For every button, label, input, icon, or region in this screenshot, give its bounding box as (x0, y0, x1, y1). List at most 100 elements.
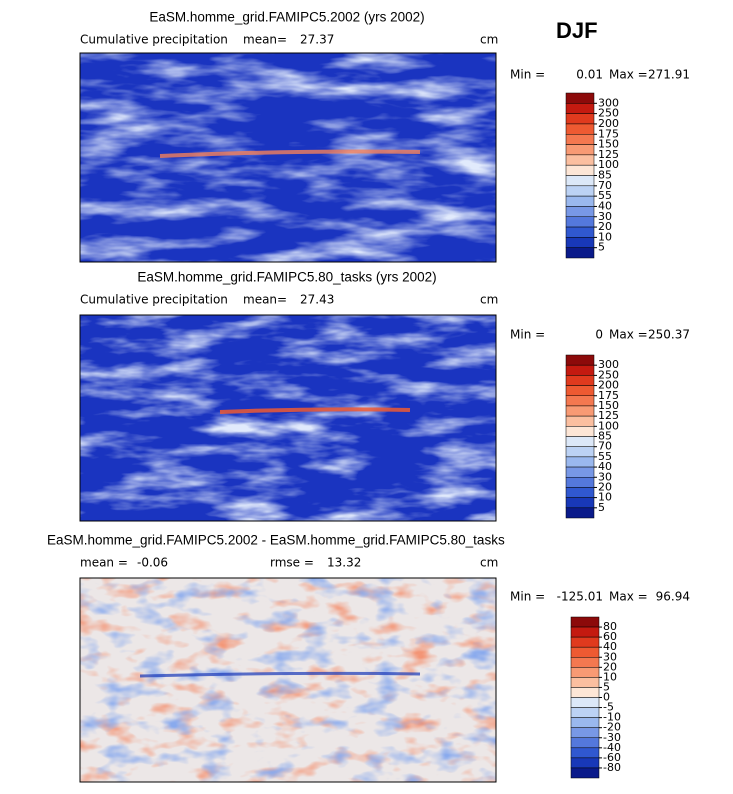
colorbar-label: 70 (598, 179, 612, 192)
stat-label: mean= (243, 33, 287, 47)
colorbar-swatch (565, 92, 595, 104)
colorbar-label: 250 (598, 107, 619, 120)
max-label: Max = (609, 68, 648, 82)
max-value: 250.37 (648, 328, 690, 342)
colorbar-swatch (565, 103, 595, 114)
colorbar-label: 40 (603, 640, 617, 653)
colorbar-label: 100 (598, 419, 619, 432)
min-value: -125.01 (557, 590, 603, 604)
colorbar-label: 30 (598, 210, 612, 223)
colorbar-label: 175 (598, 389, 619, 402)
colorbar-label: 150 (598, 399, 619, 412)
colorbar-swatch (565, 477, 595, 488)
colorbar-label: 300 (598, 358, 619, 371)
colorbar-label: 70 (598, 440, 612, 453)
colorbar-swatch (570, 727, 600, 738)
colorbar-label: 10 (598, 491, 612, 504)
colorbar-swatch (570, 616, 600, 628)
colorbar-label: 250 (598, 368, 619, 381)
colorbar-label: 85 (598, 430, 612, 443)
colorbar-swatch (565, 206, 595, 217)
colorbar-swatch (570, 707, 600, 718)
colorbar-label: 150 (598, 138, 619, 151)
colorbar-label: 5 (598, 501, 605, 514)
colorbar-swatch (565, 456, 595, 468)
colorbar-label: 60 (603, 630, 617, 643)
colorbar-label: -5 (603, 701, 614, 714)
colorbar-label: 0 (603, 691, 610, 704)
colorbar-swatch (570, 626, 600, 638)
colorbar-swatch (565, 113, 595, 125)
map-1 (79, 52, 497, 263)
colorbar-swatch (570, 747, 600, 759)
stat-label: mean = (80, 556, 128, 570)
map-2 (79, 314, 497, 522)
panel-title: EaSM.homme_grid.FAMIPC5.2002 (yrs 2002) (149, 10, 424, 25)
colorbar-label: 40 (598, 460, 612, 473)
colorbar-swatch (565, 216, 595, 228)
colorbar-swatch (565, 487, 595, 498)
colorbar-label: -80 (603, 761, 621, 774)
colorbar-swatch (565, 134, 595, 145)
unit: cm (480, 33, 498, 47)
colorbar-swatch (565, 247, 595, 259)
panel-subtitle: Cumulative precipitation (80, 293, 228, 307)
colorbar-swatch (570, 737, 600, 749)
colorbar-label: 125 (598, 409, 619, 422)
colorbar-label: 55 (598, 189, 612, 202)
colorbar-swatch (570, 657, 600, 668)
colorbar-swatch (565, 123, 595, 135)
stat-label: mean= (243, 293, 287, 307)
colorbar-swatch (565, 144, 595, 156)
colorbar-label: 30 (603, 650, 617, 663)
colorbar-label: 80 (603, 620, 617, 633)
colorbar-label: -20 (603, 721, 621, 734)
min-label: Min = (510, 68, 545, 82)
panel-title: EaSM.homme_grid.FAMIPC5.80_tasks (yrs 20… (137, 270, 436, 285)
colorbar-swatch (565, 415, 595, 427)
colorbar-swatch (570, 687, 600, 698)
colorbar-label: -60 (603, 751, 621, 764)
colorbar-label: 10 (603, 670, 617, 683)
colorbar-swatch (570, 697, 600, 708)
colorbar-swatch (565, 154, 595, 166)
colorbar-swatch (565, 164, 595, 176)
max-value: 271.91 (648, 68, 690, 82)
colorbar-label: 55 (598, 450, 612, 463)
colorbar-label: 5 (598, 241, 605, 254)
colorbar-swatch (570, 757, 600, 769)
colorbar-swatch (565, 436, 595, 447)
unit: cm (480, 556, 498, 570)
colorbar-swatch (565, 385, 595, 396)
min-value: 0 (595, 328, 603, 342)
colorbar-swatch (565, 354, 595, 366)
stat-value: -0.06 (137, 556, 168, 570)
min-label: Min = (510, 328, 545, 342)
colorbar-swatch (565, 497, 595, 509)
colorbar-label: 100 (598, 158, 619, 171)
colorbar-swatch (565, 375, 595, 386)
colorbar-swatch (570, 667, 600, 678)
colorbar-label: 300 (598, 96, 619, 109)
colorbar-swatch (565, 175, 595, 187)
colorbar-label: 40 (598, 199, 612, 212)
colorbar-label: 175 (598, 127, 619, 140)
colorbar-swatch (565, 507, 595, 519)
max-value: 96.94 (656, 590, 690, 604)
stat-value: 27.43 (300, 293, 334, 307)
season-label: DJF (556, 18, 598, 43)
colorbar-swatch (570, 636, 600, 648)
colorbar-swatch (570, 717, 600, 728)
colorbar-swatch (565, 446, 595, 458)
panel-subtitle: Cumulative precipitation (80, 33, 228, 47)
colorbar-swatch (565, 226, 595, 238)
colorbar-swatch (565, 364, 595, 376)
colorbar-label: 85 (598, 169, 612, 182)
colorbar-swatch (570, 646, 600, 658)
colorbar-label: 30 (598, 470, 612, 483)
map-3 (79, 577, 497, 783)
min-label: Min = (510, 590, 545, 604)
colorbar-label: -40 (603, 741, 621, 754)
colorbar-swatch (565, 395, 595, 407)
